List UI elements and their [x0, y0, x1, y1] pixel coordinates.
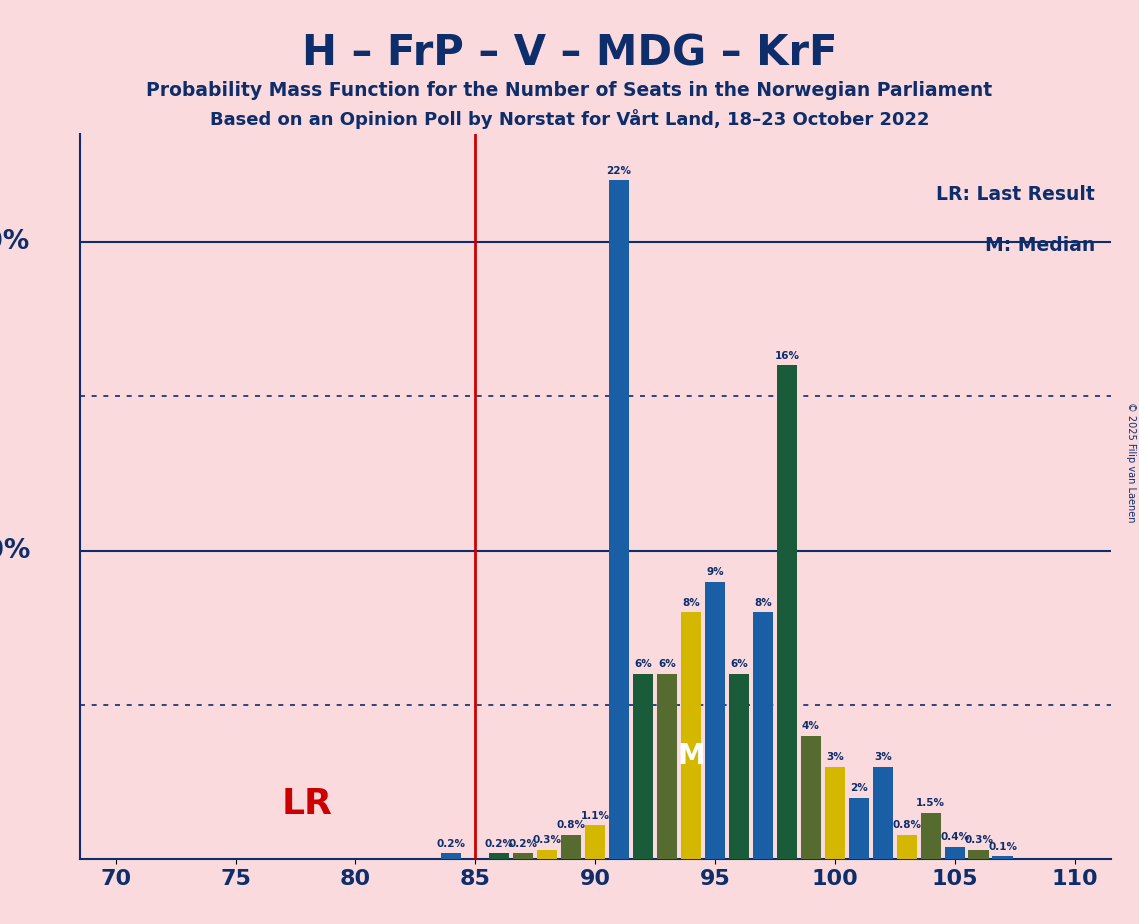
Text: 6%: 6% [634, 660, 652, 670]
Bar [777, 366, 797, 859]
Text: 2%: 2% [850, 783, 868, 793]
Bar [920, 813, 941, 859]
Bar [633, 675, 654, 859]
Text: LR: Last Result: LR: Last Result [936, 185, 1095, 204]
Bar [585, 825, 605, 859]
Bar [872, 767, 893, 859]
Bar [609, 180, 629, 859]
Bar [536, 850, 557, 859]
Text: 6%: 6% [658, 660, 675, 670]
Text: 0.8%: 0.8% [892, 820, 921, 830]
Text: 0.3%: 0.3% [533, 835, 562, 845]
Text: 0.8%: 0.8% [557, 820, 585, 830]
Text: 4%: 4% [802, 722, 820, 731]
Text: 0.2%: 0.2% [436, 838, 466, 848]
Bar [944, 847, 965, 859]
Text: M: M [678, 742, 705, 770]
Bar [562, 834, 581, 859]
Bar [753, 613, 773, 859]
Text: 0.2%: 0.2% [509, 838, 538, 848]
Bar [681, 613, 702, 859]
Text: 0.2%: 0.2% [485, 838, 514, 848]
Text: M: Median: M: Median [985, 236, 1095, 254]
Text: 8%: 8% [754, 598, 772, 608]
Text: 1.5%: 1.5% [916, 798, 945, 808]
Text: 16%: 16% [775, 351, 800, 361]
Bar [441, 853, 461, 859]
Bar [801, 736, 821, 859]
Bar [513, 853, 533, 859]
Bar [968, 850, 989, 859]
Bar [825, 767, 845, 859]
Text: 3%: 3% [874, 752, 892, 762]
Text: Based on an Opinion Poll by Norstat for Vårt Land, 18–23 October 2022: Based on an Opinion Poll by Norstat for … [210, 109, 929, 129]
Text: 0.3%: 0.3% [965, 835, 993, 845]
Text: Probability Mass Function for the Number of Seats in the Norwegian Parliament: Probability Mass Function for the Number… [147, 81, 992, 101]
Text: 0.1%: 0.1% [989, 842, 1017, 852]
Text: 10%: 10% [0, 538, 31, 564]
Text: © 2025 Filip van Laenen: © 2025 Filip van Laenen [1126, 402, 1136, 522]
Bar [705, 581, 726, 859]
Bar [896, 834, 917, 859]
Bar [849, 797, 869, 859]
Text: 8%: 8% [682, 598, 699, 608]
Bar [729, 675, 749, 859]
Text: 3%: 3% [826, 752, 844, 762]
Text: 20%: 20% [0, 229, 31, 255]
Text: 22%: 22% [607, 165, 632, 176]
Bar [489, 853, 509, 859]
Text: LR: LR [282, 786, 333, 821]
Text: H – FrP – V – MDG – KrF: H – FrP – V – MDG – KrF [302, 32, 837, 74]
Bar [657, 675, 678, 859]
Text: 6%: 6% [730, 660, 748, 670]
Text: 1.1%: 1.1% [581, 810, 609, 821]
Text: 9%: 9% [706, 567, 723, 577]
Bar [992, 857, 1013, 859]
Text: 0.4%: 0.4% [940, 833, 969, 843]
